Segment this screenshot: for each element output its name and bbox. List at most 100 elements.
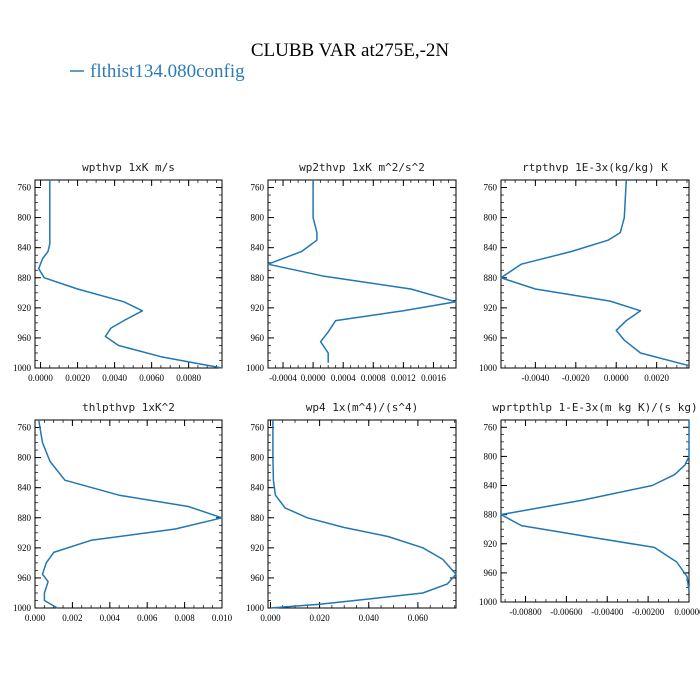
x-tick-label: -0.00600 bbox=[550, 607, 583, 617]
x-tick-label: -0.00400 bbox=[591, 607, 624, 617]
panel-title: wp2thvp 1xK m^2/s^2 bbox=[299, 161, 425, 174]
y-tick-label: 800 bbox=[251, 453, 265, 463]
y-tick-label: 920 bbox=[251, 303, 265, 313]
legend: flthist134.080config bbox=[70, 61, 245, 82]
y-tick-label: 840 bbox=[484, 481, 498, 491]
panel-4: thlpthvp 1xK^276080084088092096010000.00… bbox=[13, 401, 233, 623]
x-tick-label: 0.0060 bbox=[139, 373, 164, 383]
y-tick-label: 880 bbox=[251, 273, 265, 283]
y-tick-label: 760 bbox=[251, 183, 265, 193]
y-tick-label: 840 bbox=[251, 483, 265, 493]
x-tick-label: 0.0000 bbox=[28, 373, 53, 383]
y-tick-label: 760 bbox=[251, 423, 265, 433]
x-tick-label: 0.0004 bbox=[331, 373, 356, 383]
x-tick-label: 0.0020 bbox=[644, 373, 669, 383]
x-tick-label: 0.010 bbox=[212, 613, 233, 623]
panel-2: wp2thvp 1xK m^2/s^2 760 800 840 880 920 960 100… bbox=[246, 161, 457, 383]
series-line bbox=[37, 419, 223, 609]
y-tick-label: 960 bbox=[484, 333, 498, 343]
y-tick-label: 880 bbox=[18, 513, 32, 523]
y-tick-label: 1000 bbox=[13, 603, 32, 613]
y-tick-label: 840 bbox=[18, 483, 32, 493]
y-tick-label: 1000 bbox=[13, 363, 32, 373]
series-line bbox=[500, 179, 690, 367]
panel-3: rtpthvp 1E-3x(kg/kg) K 760 800 840 880 920 960… bbox=[479, 161, 690, 383]
panel-title: rtpthvp 1E-3x(kg/kg) K bbox=[522, 161, 668, 174]
x-tick-label: 0.0080 bbox=[176, 373, 201, 383]
panel-title: wprtpthlp 1-E-3x(m kg K)/(s kg) bbox=[492, 401, 697, 414]
plot-frame bbox=[267, 419, 457, 609]
panel-title: thlpthvp 1xK^2 bbox=[82, 401, 175, 414]
x-tick-label: 0.008 bbox=[174, 613, 195, 623]
x-tick-label: 0.000 bbox=[260, 613, 281, 623]
y-tick-label: 800 bbox=[484, 213, 498, 223]
y-tick-label: 880 bbox=[251, 513, 265, 523]
y-tick-label: 960 bbox=[18, 333, 32, 343]
y-tick-label: 920 bbox=[18, 303, 32, 313]
x-tick-label: -0.00200 bbox=[632, 607, 665, 617]
y-tick-label: 800 bbox=[18, 213, 32, 223]
panel-5: wp4 1x(m^4)/(s^4)76080084088092096010000… bbox=[246, 401, 457, 623]
x-tick-label: 0.004 bbox=[100, 613, 121, 623]
x-tick-label: 0.0000 bbox=[301, 373, 326, 383]
y-tick-label: 800 bbox=[484, 451, 498, 461]
series-line bbox=[267, 180, 457, 363]
y-tick-label: 880 bbox=[484, 273, 498, 283]
plot-frame bbox=[500, 419, 690, 603]
y-tick-label: 840 bbox=[251, 243, 265, 253]
x-tick-label: 0.0040 bbox=[102, 373, 127, 383]
panels: wpthvp 1xK m/s76080084088092096010000.00… bbox=[13, 161, 700, 623]
y-tick-label: 1000 bbox=[246, 603, 265, 613]
y-tick-label: 840 bbox=[18, 243, 32, 253]
x-tick-label: -0.0004 bbox=[269, 373, 297, 383]
y-tick-label: 960 bbox=[251, 573, 265, 583]
plot-frame bbox=[34, 179, 223, 369]
y-tick-label: 1000 bbox=[479, 363, 498, 373]
x-tick-label: 0.002 bbox=[62, 613, 82, 623]
y-tick-label: 920 bbox=[18, 543, 32, 553]
plot-frame bbox=[267, 179, 457, 369]
y-tick-label: 760 bbox=[484, 183, 498, 193]
y-tick-label: 800 bbox=[251, 213, 265, 223]
y-tick-label: 920 bbox=[484, 303, 498, 313]
y-tick-label: 800 bbox=[18, 453, 32, 463]
y-tick-label: 1000 bbox=[479, 597, 498, 607]
x-tick-label: 0.040 bbox=[359, 613, 380, 623]
y-tick-label: 760 bbox=[18, 423, 32, 433]
plot-frame bbox=[34, 419, 223, 609]
y-tick-label: 880 bbox=[484, 510, 498, 520]
x-tick-label: -0.0020 bbox=[562, 373, 590, 383]
plot-frame bbox=[500, 179, 690, 369]
x-tick-label: 0.020 bbox=[309, 613, 330, 623]
panel-6: wprtpthlp 1-E-3x(m kg K)/(s kg) 760 800 840… bbox=[479, 401, 700, 617]
y-tick-label: 920 bbox=[484, 539, 498, 549]
y-tick-label: 760 bbox=[18, 183, 32, 193]
x-tick-label: -0.00800 bbox=[509, 607, 542, 617]
series-line bbox=[37, 180, 223, 369]
x-tick-label: 0.000 bbox=[25, 613, 46, 623]
x-tick-label: 0.060 bbox=[408, 613, 429, 623]
figure-title: CLUBB VAR at275E,-2N bbox=[251, 40, 450, 61]
x-tick-label: -0.0040 bbox=[521, 373, 549, 383]
panel-1: wpthvp 1xK m/s76080084088092096010000.00… bbox=[13, 161, 223, 383]
panel-title: wp4 1x(m^4)/(s^4) bbox=[306, 401, 419, 414]
y-tick-label: 960 bbox=[484, 568, 498, 578]
x-tick-label: 0.0000 bbox=[604, 373, 629, 383]
legend-label: flthist134.080config bbox=[90, 61, 245, 82]
x-tick-label: 0.0020 bbox=[65, 373, 90, 383]
y-tick-label: 920 bbox=[251, 543, 265, 553]
series-line bbox=[500, 420, 690, 592]
y-tick-label: 840 bbox=[484, 243, 498, 253]
y-tick-label: 880 bbox=[18, 273, 32, 283]
x-tick-label: 0.0008 bbox=[361, 373, 386, 383]
x-tick-label: 0.0016 bbox=[421, 373, 446, 383]
x-tick-label: 0.0012 bbox=[391, 373, 416, 383]
x-tick-label: 0.006 bbox=[137, 613, 158, 623]
y-tick-label: 960 bbox=[18, 573, 32, 583]
y-tick-label: 960 bbox=[251, 333, 265, 343]
y-tick-label: 1000 bbox=[246, 363, 265, 373]
y-tick-label: 760 bbox=[484, 422, 498, 432]
panel-title: wpthvp 1xK m/s bbox=[82, 161, 175, 174]
